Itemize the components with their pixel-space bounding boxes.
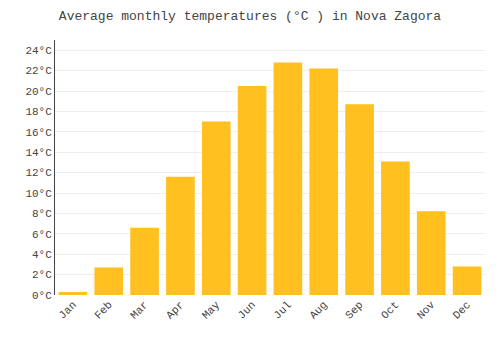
svg-text:4°C: 4°C xyxy=(32,249,52,261)
svg-text:22°C: 22°C xyxy=(25,65,52,77)
svg-text:Mar: Mar xyxy=(128,299,150,321)
svg-text:Jan: Jan xyxy=(56,299,78,321)
svg-text:Jul: Jul xyxy=(271,299,293,321)
svg-text:May: May xyxy=(200,299,223,322)
svg-text:12°C: 12°C xyxy=(25,167,52,179)
svg-text:Apr: Apr xyxy=(164,299,186,321)
svg-text:Sep: Sep xyxy=(343,299,365,321)
svg-text:14°C: 14°C xyxy=(25,147,52,159)
svg-text:Feb: Feb xyxy=(92,299,114,321)
svg-text:16°C: 16°C xyxy=(25,127,52,139)
svg-text:20°C: 20°C xyxy=(25,86,52,98)
svg-text:6°C: 6°C xyxy=(32,229,52,241)
svg-text:0°C: 0°C xyxy=(32,290,52,302)
svg-text:Dec: Dec xyxy=(451,299,473,321)
svg-text:8°C: 8°C xyxy=(32,208,52,220)
svg-text:Jun: Jun xyxy=(236,299,258,321)
svg-text:Oct: Oct xyxy=(379,299,401,321)
svg-text:10°C: 10°C xyxy=(25,188,52,200)
svg-text:18°C: 18°C xyxy=(25,106,52,118)
svg-text:Nov: Nov xyxy=(415,299,438,322)
svg-text:Aug: Aug xyxy=(307,299,329,321)
svg-text:2°C: 2°C xyxy=(32,269,52,281)
svg-text:24°C: 24°C xyxy=(25,45,52,57)
svg-text:Average monthly temperatures (: Average monthly temperatures (°C ) in No… xyxy=(59,9,441,24)
